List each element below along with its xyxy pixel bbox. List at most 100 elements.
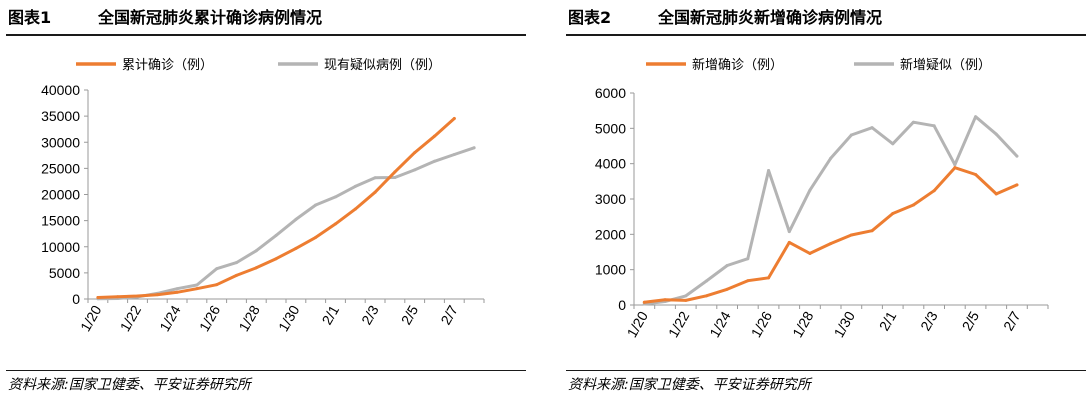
data-point bbox=[642, 300, 646, 304]
legend-label: 新增疑似（例） bbox=[900, 57, 991, 73]
data-point bbox=[974, 172, 978, 176]
legend-label: 新增确诊（例） bbox=[692, 57, 783, 73]
data-point bbox=[953, 163, 957, 167]
data-point bbox=[932, 124, 936, 128]
data-point bbox=[254, 266, 258, 270]
data-point bbox=[294, 246, 298, 250]
legend-label: 累计确诊（例） bbox=[122, 58, 213, 73]
data-point bbox=[334, 222, 337, 226]
y-tick-label: 1000 bbox=[595, 262, 626, 278]
data-point bbox=[393, 175, 397, 179]
x-tick-label: 1/24 bbox=[706, 308, 734, 340]
data-point bbox=[829, 156, 833, 160]
series-line bbox=[642, 166, 1019, 304]
x-tick-label: 2/5 bbox=[959, 308, 983, 333]
x-tick-label: 1/26 bbox=[748, 308, 776, 340]
y-tick-label: 3000 bbox=[595, 191, 626, 207]
data-point bbox=[684, 298, 688, 302]
source-divider bbox=[566, 370, 1086, 371]
x-tick-label: 2/3 bbox=[917, 308, 941, 333]
y-tick-label: 25000 bbox=[41, 160, 80, 176]
y-tick-label: 6000 bbox=[595, 85, 626, 101]
y-tick-label: 40000 bbox=[41, 82, 80, 98]
data-point bbox=[684, 294, 688, 298]
data-point bbox=[870, 126, 874, 130]
data-point bbox=[725, 263, 729, 267]
data-point bbox=[274, 257, 278, 261]
x-tick-label: 1/26 bbox=[196, 302, 224, 334]
data-point bbox=[663, 298, 667, 302]
data-point bbox=[215, 283, 219, 287]
data-point bbox=[891, 211, 895, 215]
data-point bbox=[472, 146, 476, 150]
data-point bbox=[932, 189, 936, 193]
data-point bbox=[1015, 154, 1019, 158]
data-point bbox=[787, 240, 791, 244]
chart-title-text: 全国新冠肺炎累计确诊病例情况 bbox=[98, 8, 323, 27]
y-tick-label: 5000 bbox=[49, 265, 80, 281]
data-point bbox=[911, 203, 915, 207]
x-tick-label: 1/22 bbox=[117, 302, 145, 334]
data-point bbox=[215, 267, 219, 271]
data-point bbox=[353, 184, 357, 188]
data-point bbox=[433, 159, 436, 163]
series-line bbox=[642, 115, 1019, 306]
data-point bbox=[452, 152, 456, 156]
x-tick-label: 2/7 bbox=[1000, 308, 1024, 333]
x-tick-label: 1/22 bbox=[665, 308, 693, 340]
y-tick-label: 30000 bbox=[41, 134, 80, 150]
data-point bbox=[849, 233, 853, 237]
y-tick-label: 35000 bbox=[41, 108, 80, 124]
data-point bbox=[175, 287, 179, 291]
data-point bbox=[953, 166, 957, 170]
data-point bbox=[195, 283, 199, 287]
chart-panel-cumulative: 图表1 全国新冠肺炎累计确诊病例情况 累计确诊（例） 现有疑似病例（例） 0 5000 1… bbox=[6, 0, 526, 402]
data-point bbox=[235, 273, 238, 277]
data-point bbox=[808, 251, 812, 255]
chart-title: 图表1 全国新冠肺炎累计确诊病例情况 bbox=[8, 4, 322, 32]
data-point bbox=[314, 235, 318, 239]
x-tick-label: 1/28 bbox=[235, 302, 263, 334]
series-line bbox=[96, 146, 476, 301]
data-point bbox=[911, 120, 915, 124]
data-point bbox=[994, 192, 998, 196]
data-point bbox=[235, 261, 238, 265]
source-note: 资料来源:国家卫健委、平安证券研究所 bbox=[8, 377, 251, 393]
chart-title-text: 全国新冠肺炎新增确诊病例情况 bbox=[658, 8, 883, 27]
data-point bbox=[704, 294, 708, 298]
data-point bbox=[353, 207, 357, 211]
y-tick-label: 5000 bbox=[595, 120, 626, 136]
chart-panel-daily: 图表2 全国新冠肺炎新增确诊病例情况 新增确诊（例） 新增疑似（例） 0 1000 200… bbox=[566, 0, 1086, 402]
data-point bbox=[746, 257, 750, 261]
data-point bbox=[767, 169, 771, 173]
title-divider bbox=[6, 34, 526, 36]
y-tick-label: 20000 bbox=[41, 187, 80, 203]
data-point bbox=[413, 168, 417, 172]
data-point bbox=[891, 142, 895, 146]
source-note: 资料来源:国家卫健委、平安证券研究所 bbox=[568, 377, 811, 393]
data-point bbox=[787, 230, 791, 234]
y-tick-label: 2000 bbox=[595, 226, 626, 242]
x-tick-label: 2/1 bbox=[876, 308, 900, 333]
data-point bbox=[294, 217, 298, 221]
data-point bbox=[274, 233, 278, 237]
y-tick-label: 0 bbox=[618, 297, 626, 313]
data-point bbox=[767, 276, 771, 280]
x-tick-label: 1/30 bbox=[830, 308, 858, 340]
source-divider bbox=[6, 370, 526, 371]
x-tick-label: 1/24 bbox=[156, 302, 184, 334]
data-point bbox=[433, 134, 436, 138]
x-tick-label: 2/1 bbox=[319, 302, 343, 327]
data-point bbox=[373, 190, 377, 194]
x-tick-label: 1/20 bbox=[77, 302, 105, 334]
data-point bbox=[704, 279, 708, 283]
data-point bbox=[452, 116, 456, 120]
data-point bbox=[413, 151, 417, 155]
chart-daily-new: 新增确诊（例） 新增疑似（例） 0 1000 2000 3000 4000 5000 6000 1… bbox=[595, 57, 1049, 340]
y-tick-label: 0 bbox=[72, 291, 80, 307]
y-tick-label: 10000 bbox=[41, 239, 80, 255]
data-point bbox=[808, 188, 812, 192]
data-point bbox=[870, 229, 874, 233]
figure-label: 图表2 bbox=[568, 8, 612, 27]
data-point bbox=[994, 132, 998, 136]
